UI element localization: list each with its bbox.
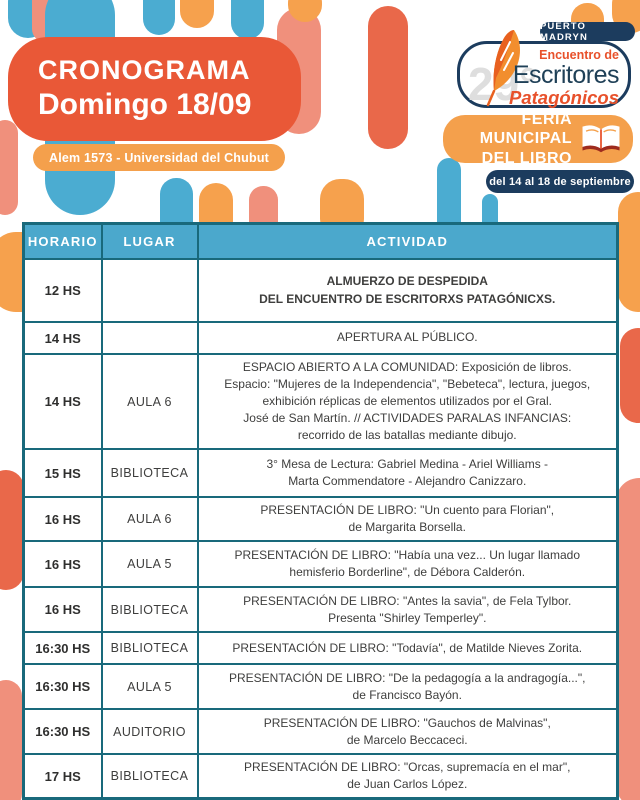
row-activity: PRESENTACIÓN DE LIBRO: "Un cuento para F… xyxy=(196,496,619,543)
fair-dates-badge: del 14 al 18 de septiembre xyxy=(486,170,634,193)
table-row: 17 HS BIBLIOTECA PRESENTACIÓN DE LIBRO: … xyxy=(22,753,619,800)
row-time: 16:30 HS xyxy=(22,663,103,711)
row-activity: PRESENTACIÓN DE LIBRO: "Orcas, supremací… xyxy=(196,753,619,800)
row-place: AULA 6 xyxy=(100,496,199,543)
row-place: BIBLIOTECA xyxy=(100,631,199,666)
table-row: 12 HS ALMUERZO DE DESPEDIDA DEL ENCUENTR… xyxy=(22,258,619,323)
page-subtitle-date: Domingo 18/09 xyxy=(38,87,252,121)
table-row: 16 HS BIBLIOTECA PRESENTACIÓN DE LIBRO: … xyxy=(22,586,619,634)
open-book-icon xyxy=(579,121,623,157)
table-row: 16:30 HS AUDITORIO PRESENTACIÓN DE LIBRO… xyxy=(22,708,619,756)
row-activity: ESPACIO ABIERTO A LA COMUNIDAD: Exposici… xyxy=(196,352,619,451)
fair-title: FERIA MUNICIPAL DEL LIBRO xyxy=(443,110,572,168)
city-badge: PUERTO MADRYN xyxy=(540,21,635,43)
schedule-table-container: HORARIO LUGAR ACTIVIDAD 12 HS ALMUERZO D… xyxy=(22,222,619,800)
row-place: BIBLIOTECA xyxy=(100,753,199,800)
logo-line-escritores: Escritores xyxy=(512,60,620,89)
quill-feather-icon xyxy=(484,28,528,113)
row-place: BIBLIOTECA xyxy=(100,586,199,634)
table-row: 14 HS AULA 6 ESPACIO ABIERTO A LA COMUNI… xyxy=(22,352,619,451)
row-activity: PRESENTACIÓN DE LIBRO: "Gauchos de Malvi… xyxy=(196,708,619,756)
row-activity: 3° Mesa de Lectura: Gabriel Medina - Ari… xyxy=(196,448,619,499)
row-activity: PRESENTACIÓN DE LIBRO: "Todavía", de Mat… xyxy=(196,631,619,666)
row-activity: PRESENTACIÓN DE LIBRO: "Antes la savia",… xyxy=(196,586,619,634)
row-place xyxy=(100,258,199,323)
table-row: 16 HS AULA 5 PRESENTACIÓN DE LIBRO: "Hab… xyxy=(22,540,619,589)
background-blob xyxy=(231,0,264,39)
row-time: 14 HS xyxy=(22,321,103,355)
logo-line-patagonicos: Patagónicos xyxy=(509,86,619,108)
row-time: 16:30 HS xyxy=(22,708,103,756)
fair-title-line1: FERIA MUNICIPAL xyxy=(479,111,572,148)
row-time: 15 HS xyxy=(22,448,103,499)
row-place: BIBLIOTECA xyxy=(100,448,199,499)
table-row: 16 HS AULA 6 PRESENTACIÓN DE LIBRO: "Un … xyxy=(22,496,619,543)
background-blob xyxy=(0,470,24,590)
row-activity: PRESENTACIÓN DE LIBRO: "Había una vez...… xyxy=(196,540,619,589)
row-time: 16 HS xyxy=(22,540,103,589)
row-place xyxy=(100,321,199,355)
logo-wordmark: Encuentro de Escritores Patagónicos xyxy=(509,48,620,108)
background-blob xyxy=(143,0,175,35)
row-time: 16 HS xyxy=(22,586,103,634)
logo-line-encuentro: Encuentro de xyxy=(539,48,619,62)
background-blob xyxy=(620,328,640,423)
fair-banner: FERIA MUNICIPAL DEL LIBRO xyxy=(443,111,633,167)
venue-address: Alem 1573 - Universidad del Chubut xyxy=(33,144,285,171)
background-blob xyxy=(368,6,408,149)
column-header-horario: HORARIO xyxy=(22,222,103,260)
row-activity: PRESENTACIÓN DE LIBRO: "De la pedagogía … xyxy=(196,663,619,711)
event-logo: 29° Encuentro de Escritores Patagónicos xyxy=(457,30,631,110)
schedule-table: HORARIO LUGAR ACTIVIDAD 12 HS ALMUERZO D… xyxy=(22,222,619,800)
table-row: 16:30 HS BIBLIOTECA PRESENTACIÓN DE LIBR… xyxy=(22,631,619,666)
background-blob xyxy=(0,680,22,800)
table-row: 14 HS APERTURA AL PÚBLICO. xyxy=(22,321,619,355)
page-title: CRONOGRAMA xyxy=(38,55,251,86)
row-time: 17 HS xyxy=(22,753,103,800)
row-activity: APERTURA AL PÚBLICO. xyxy=(196,321,619,355)
title-box: CRONOGRAMA Domingo 18/09 xyxy=(8,37,301,141)
row-place: AULA 5 xyxy=(100,663,199,711)
row-place: AULA 5 xyxy=(100,540,199,589)
background-blob xyxy=(180,0,214,28)
background-blob xyxy=(288,0,322,22)
row-place: AULA 6 xyxy=(100,352,199,451)
fair-title-line2: DEL LIBRO xyxy=(481,149,572,167)
background-blob xyxy=(618,192,640,312)
row-time: 16 HS xyxy=(22,496,103,543)
row-time: 12 HS xyxy=(22,258,103,323)
table-row: 16:30 HS AULA 5 PRESENTACIÓN DE LIBRO: "… xyxy=(22,663,619,711)
row-activity: ALMUERZO DE DESPEDIDA DEL ENCUENTRO DE E… xyxy=(196,258,619,323)
table-row: 15 HS BIBLIOTECA 3° Mesa de Lectura: Gab… xyxy=(22,448,619,499)
table-header-row: HORARIO LUGAR ACTIVIDAD xyxy=(22,222,619,260)
row-time: 14 HS xyxy=(22,352,103,451)
column-header-lugar: LUGAR xyxy=(100,222,199,260)
column-header-actividad: ACTIVIDAD xyxy=(196,222,619,260)
background-blob xyxy=(0,120,18,215)
row-time: 16:30 HS xyxy=(22,631,103,666)
background-blob xyxy=(616,478,640,800)
row-place: AUDITORIO xyxy=(100,708,199,756)
